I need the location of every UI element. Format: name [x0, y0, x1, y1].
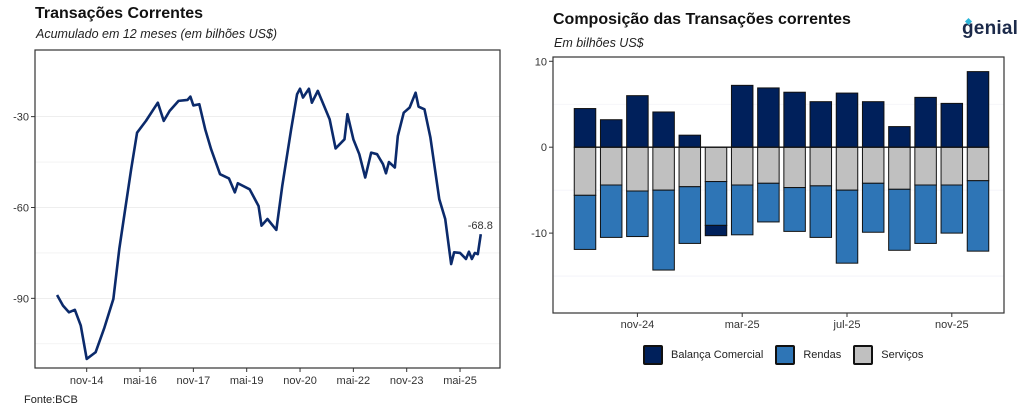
bar-rendas — [730, 184, 754, 236]
bar-rendas — [573, 194, 597, 250]
x-tick-label: nov-24 — [621, 319, 655, 331]
left-chart-subtitle: Acumulado em 12 meses (em bilhões US$) — [36, 27, 278, 41]
bar-servicos — [966, 146, 990, 182]
plot-border — [552, 56, 1005, 314]
bar-rendas — [599, 184, 623, 238]
bar-balanca-comercial — [783, 91, 806, 148]
bar-servicos — [914, 146, 937, 186]
legend-item-servicos: Serviços — [853, 345, 923, 365]
bar-balanca-comercial — [704, 224, 728, 237]
bar-rendas — [757, 182, 780, 223]
y-tick-label: -10 — [531, 228, 547, 240]
bar-rendas — [704, 181, 728, 226]
bar-servicos — [678, 146, 702, 188]
bar-servicos — [599, 146, 623, 186]
bar-balanca-comercial — [652, 111, 675, 148]
legend-swatch — [643, 345, 663, 365]
y-tick-label: -90 — [13, 293, 29, 305]
bar-balanca-comercial — [914, 96, 937, 148]
legend-swatch — [853, 345, 874, 365]
y-tick-label: -60 — [13, 202, 29, 214]
bar-rendas — [626, 190, 649, 238]
legend-label: Rendas — [803, 349, 842, 361]
bar-rendas — [809, 185, 833, 238]
bar-rendas — [652, 189, 675, 271]
bar-rendas — [966, 180, 990, 252]
bar-servicos — [940, 146, 964, 186]
bar-rendas — [678, 186, 702, 244]
bar-rendas — [940, 184, 964, 234]
x-tick-label: mai-19 — [230, 375, 264, 387]
bar-balanca-comercial — [599, 119, 623, 148]
bar-balanca-comercial — [730, 84, 754, 148]
y-tick-label: -30 — [13, 112, 29, 124]
bar-balanca-comercial — [573, 108, 597, 148]
bar-balanca-comercial — [809, 101, 833, 148]
right-chart-title: Composição das Transações correntes — [553, 11, 851, 28]
x-tick-label: nov-17 — [177, 375, 211, 387]
legend: Balança Comercial Rendas Serviços — [643, 345, 935, 365]
bar-servicos — [730, 146, 754, 186]
bar-balanca-comercial — [940, 102, 964, 148]
x-tick-label: nov-25 — [935, 319, 969, 331]
bar-balanca-comercial — [626, 95, 649, 148]
bar-balanca-comercial — [966, 71, 990, 148]
bar-servicos — [835, 146, 859, 191]
plot-border — [34, 49, 501, 369]
bar-balanca-comercial — [757, 87, 780, 148]
bar-rendas — [914, 184, 937, 244]
x-tick-label: mai-25 — [443, 375, 477, 387]
last-value-label: -68.8 — [468, 220, 493, 232]
x-tick-label: jul-25 — [833, 319, 861, 331]
left-chart-title: Transações Correntes — [35, 5, 204, 22]
logo-text: genial — [962, 18, 1019, 39]
x-tick-label: nov-23 — [390, 375, 424, 387]
legend-label: Balança Comercial — [671, 349, 764, 361]
x-tick-label: nov-20 — [283, 375, 317, 387]
bar-balanca-comercial — [888, 126, 911, 148]
right-chart-subtitle: Em bilhões US$ — [554, 36, 644, 50]
y-tick-label: 10 — [535, 56, 547, 68]
series-line — [55, 87, 483, 361]
bar-rendas — [835, 189, 859, 264]
x-tick-label: mai-22 — [337, 375, 371, 387]
legend-label: Serviços — [881, 349, 924, 361]
bar-servicos — [757, 146, 780, 184]
bar-rendas — [861, 182, 885, 233]
legend-item-balanca: Balança Comercial — [643, 345, 763, 365]
legend-swatch — [775, 345, 796, 365]
bar-balanca-comercial — [835, 92, 859, 148]
bar-balanca-comercial — [678, 134, 702, 148]
x-tick-label: mar-25 — [725, 319, 760, 331]
line-chart: -30 -60 -90 nov-14 mai-16 nov-17 mai-19 nov-20 m… — [13, 49, 501, 387]
legend-item-rendas: Rendas — [775, 345, 841, 365]
x-tick-label: nov-14 — [70, 375, 104, 387]
bar-servicos — [573, 146, 597, 196]
bar-servicos — [809, 146, 833, 187]
bar-rendas — [888, 188, 911, 251]
y-tick-label: 0 — [541, 142, 547, 154]
bar-servicos — [783, 146, 806, 189]
source-note: Fonte:BCB — [24, 394, 78, 406]
bar-rendas — [783, 187, 806, 232]
bar-servicos — [704, 146, 728, 183]
bar-servicos — [652, 146, 675, 191]
bar-servicos — [861, 146, 885, 184]
stacked-bar-chart: 10 0 -10 nov-24 mar-25 jul-25 nov-25 — [531, 56, 1005, 331]
bar-servicos — [626, 146, 649, 192]
bar-balanca-comercial — [861, 101, 885, 148]
genial-logo: genial — [962, 17, 1019, 40]
bar-servicos — [888, 146, 911, 190]
x-tick-label: mai-16 — [123, 375, 157, 387]
